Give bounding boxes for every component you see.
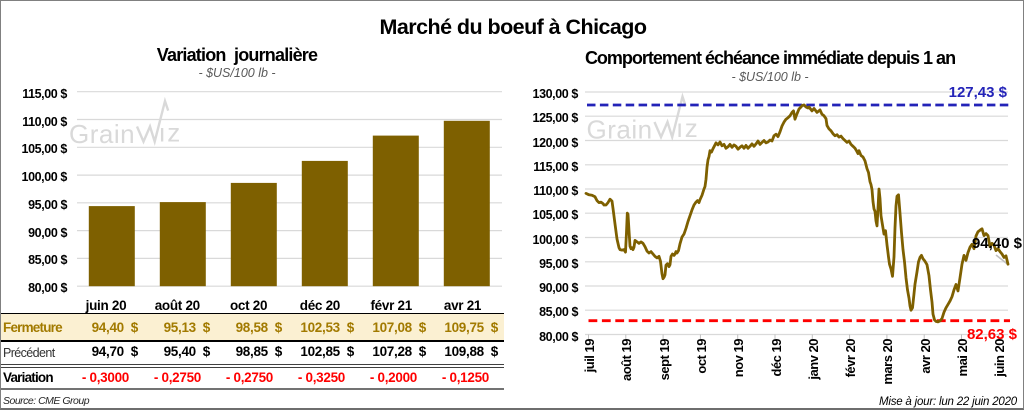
svg-text:Grain: Grain	[69, 119, 135, 149]
svg-text:Grain: Grain	[587, 115, 653, 145]
svg-text:ız: ız	[676, 113, 699, 143]
svg-text:ız: ız	[159, 118, 182, 148]
